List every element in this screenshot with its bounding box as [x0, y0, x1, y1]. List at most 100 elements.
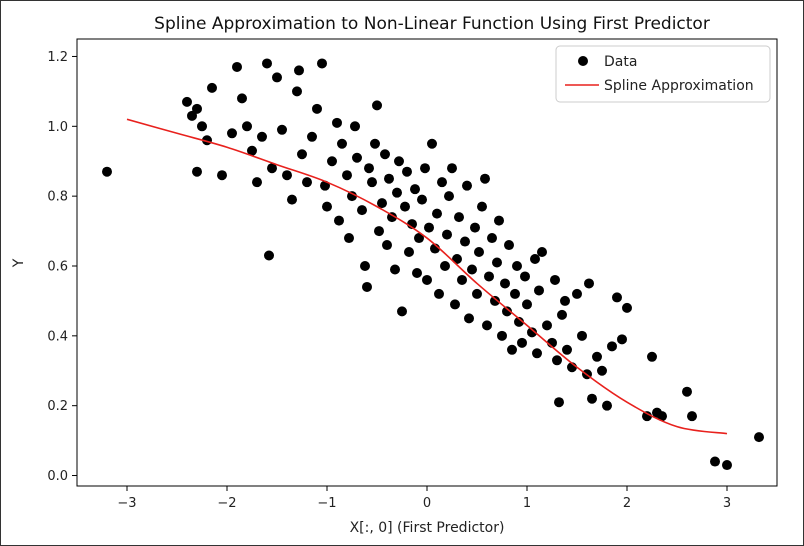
plot-area: [76, 38, 778, 487]
data-point: [470, 222, 480, 233]
data-point: [232, 61, 242, 72]
data-point: [587, 393, 597, 404]
data-point: [397, 306, 407, 317]
data-point: [584, 278, 594, 289]
data-point: [287, 194, 297, 205]
data-point: [342, 170, 352, 181]
data-point: [404, 247, 414, 258]
data-point: [392, 187, 402, 198]
data-point: [522, 299, 532, 310]
data-point: [434, 288, 444, 299]
data-point: [350, 121, 360, 132]
data-point: [512, 260, 522, 271]
spline-line: [126, 118, 728, 435]
data-point: [417, 194, 427, 205]
data-point: [277, 124, 287, 135]
data-point: [560, 295, 570, 306]
data-point: [504, 240, 514, 251]
data-point: [464, 313, 474, 324]
data-point: [237, 93, 247, 104]
x-tick-label: −3: [117, 496, 136, 511]
data-point: [447, 163, 457, 174]
data-point: [192, 103, 202, 114]
data-point: [437, 177, 447, 188]
legend-label-spline: Spline Approximation: [604, 78, 754, 94]
data-point: [607, 341, 617, 352]
data-point: [467, 264, 477, 275]
data-point: [327, 156, 337, 167]
y-tick-label: 1.2: [47, 50, 68, 65]
data-point: [352, 152, 362, 163]
data-point: [424, 222, 434, 233]
data-point: [597, 365, 607, 376]
data-point: [400, 201, 410, 212]
data-point: [532, 348, 542, 359]
data-point: [554, 397, 564, 408]
x-tick-label: −2: [217, 496, 236, 511]
data-point: [242, 121, 252, 132]
x-tick-label: 1: [523, 496, 531, 511]
data-point: [537, 247, 547, 258]
data-point: [364, 163, 374, 174]
data-point: [412, 267, 422, 278]
data-point: [420, 163, 430, 174]
data-point: [657, 411, 667, 422]
data-point: [264, 250, 274, 261]
data-point: [207, 82, 217, 93]
data-point: [450, 299, 460, 310]
legend: Data Spline Approximation: [555, 45, 771, 103]
data-point: [374, 226, 384, 237]
data-point: [292, 86, 302, 97]
data-point: [394, 156, 404, 167]
y-axis: 0.0 0.2 0.4 0.6 0.8 1.0 1.2: [47, 50, 77, 484]
data-point: [534, 285, 544, 296]
data-point: [384, 173, 394, 184]
x-tick-label: 3: [723, 496, 731, 511]
data-point: [312, 103, 322, 114]
data-point: [490, 295, 500, 306]
data-point: [577, 330, 587, 341]
data-point: [494, 215, 504, 226]
data-point: [484, 271, 494, 282]
data-point: [507, 344, 517, 355]
data-point: [334, 215, 344, 226]
y-tick-label: 0.4: [47, 329, 68, 344]
data-point: [272, 72, 282, 83]
data-point: [477, 201, 487, 212]
data-point: [682, 386, 692, 397]
legend-marker-data: [578, 56, 588, 66]
data-point: [557, 309, 567, 320]
data-point: [382, 240, 392, 251]
data-point: [617, 334, 627, 345]
y-axis-label: Y: [11, 258, 27, 268]
data-point: [297, 149, 307, 160]
data-point: [710, 456, 720, 467]
data-point: [402, 166, 412, 177]
data-point: [267, 163, 277, 174]
data-point: [282, 170, 292, 181]
data-point: [317, 58, 327, 69]
data-point: [480, 173, 490, 184]
data-point: [414, 233, 424, 244]
data-point: [527, 327, 537, 338]
data-point: [332, 117, 342, 128]
data-point: [462, 180, 472, 191]
data-point: [542, 320, 552, 331]
data-point: [602, 400, 612, 411]
legend-box: [555, 45, 771, 103]
data-point: [482, 320, 492, 331]
data-point: [227, 128, 237, 139]
data-point: [427, 138, 437, 149]
data-point: [497, 330, 507, 341]
data-point: [444, 191, 454, 202]
data-point: [252, 177, 262, 188]
data-point: [262, 58, 272, 69]
y-tick-label: 0.2: [47, 399, 68, 414]
x-tick-label: −1: [317, 496, 336, 511]
data-point: [410, 184, 420, 195]
data-point: [592, 351, 602, 362]
data-point: [474, 247, 484, 258]
data-point: [360, 260, 370, 271]
